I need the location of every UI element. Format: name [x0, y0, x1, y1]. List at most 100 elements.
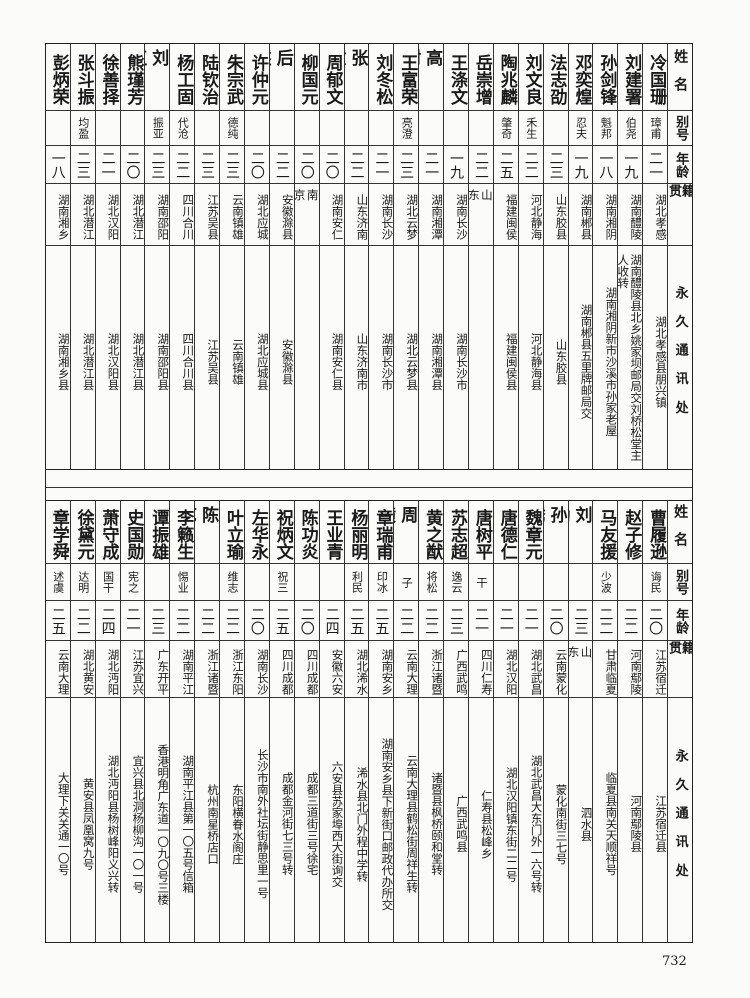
address-cell: 东阳横眷水阁庄: [230, 783, 244, 865]
alias-cell: [444, 111, 468, 146]
person-record: 张斗振 均盈 二三 湖北潜江 湖北潜江县: [69, 44, 95, 469]
address-cell: [469, 246, 493, 469]
person-record: 彭炳荣 一八 湖南湘乡 湖南湘乡县: [45, 44, 70, 469]
person-record: 周郁文 二〇 湖南安仁 湖南安仁县: [318, 44, 344, 469]
alias-cell: 璋甫: [643, 111, 668, 146]
person-record: 苏志超 逸云 二三 广西武鸣 广西武鸣县: [443, 501, 468, 942]
age-cell: 二三: [394, 146, 419, 184]
native-cell: 广东开平: [145, 641, 170, 698]
person-record: 王富荣 亮澄 二三 湖北云梦 湖北云梦县: [393, 44, 419, 469]
person-record: 左华永 二〇 湖南长沙 长沙市南外社坛街静思里一号: [243, 501, 269, 942]
person-record: 法志劭 二三 山东胶县 山东胶县: [542, 44, 568, 469]
native-cell: 安徽滁县: [269, 184, 294, 246]
name-cell: 许仲元: [244, 44, 269, 111]
name-cell: 谭振雄: [145, 501, 170, 564]
person-record: 马友援 少波 二二 甘肃临夏 临夏县南关天顺祥号: [592, 501, 618, 942]
alias-cell: 子: [394, 564, 419, 601]
name-cell: 杨丽明: [344, 501, 369, 564]
age-cell: 一八: [593, 146, 618, 184]
native-cell: 云南大理: [394, 641, 419, 698]
person-record: 陶兆麟 肇奇 二五 福建闽侯 福建闽侯县: [492, 44, 518, 469]
age-cell: 二四: [319, 601, 344, 641]
native-cell: 湖南郴县: [568, 184, 593, 246]
native-cell: 广西武鸣: [444, 641, 468, 698]
alias-cell: 代沧: [170, 111, 195, 146]
age-cell: 二一: [643, 146, 668, 184]
person-record: 叶立瑜 维志 二二 浙江东阳 东阳横眷水阁庄: [219, 501, 244, 942]
name-cell: 李籁生: [170, 501, 195, 564]
age-cell: 二三: [70, 146, 95, 184]
header-column: 姓名 别号 年龄 籍贯 永久通讯处: [667, 44, 692, 469]
alias-cell: [369, 111, 394, 146]
alias-cell: 魁邦: [593, 111, 618, 146]
address-cell: 山东胶县: [554, 338, 568, 385]
age-cell: 二二: [419, 601, 444, 641]
address-cell: 仁寿县松峰乡: [479, 789, 493, 859]
person-record: 王涤文 一九 湖南长沙 湖南长沙市: [443, 44, 468, 469]
name-cell: 高澍: [419, 44, 444, 111]
person-record: 章学舜 述虞 二五 云南大理 大理下关关通一〇号: [45, 501, 70, 942]
native-cell: 南京: [294, 184, 319, 246]
address-cell: 湖南长沙市: [380, 332, 394, 391]
address-cell: [295, 246, 319, 469]
person-record: 张敌二二山东济南山东济南市: [343, 44, 369, 469]
age-cell: 二二: [394, 601, 419, 641]
name-cell: 杨工固: [170, 44, 195, 111]
name-cell: 岳崇增: [468, 44, 493, 111]
name-cell: 法志劭: [543, 44, 568, 111]
address-cell: 湖南平江县第一〇五号信箱: [181, 755, 195, 893]
age-cell: 二三: [145, 601, 170, 641]
name-cell: 彭炳荣: [45, 44, 70, 111]
native-cell: 湖北孝感: [643, 184, 668, 246]
address-cell: 湖北应城县: [255, 332, 269, 391]
person-record: 杨工固 代沧 二二 四川合川 四川合川县: [169, 44, 195, 469]
alias-cell: [419, 111, 444, 146]
native-cell: 湖南湘潭: [419, 184, 444, 246]
native-cell: 湖南湘阴: [593, 184, 618, 246]
alias-cell: [568, 564, 593, 601]
person-record: 熊瑾芳 二〇 湖北潜江 湖北潜江县: [119, 44, 145, 469]
person-record: 孙绣二〇云南蒙化蒙化南街三七号: [542, 501, 568, 942]
address-cell: 云南镇雄: [230, 338, 244, 385]
native-cell: 福建闽侯: [493, 184, 518, 246]
native-cell: 甘肃临夏: [593, 641, 618, 698]
person-record: 曹履逊 诲民 二〇 江苏宿迁 江苏宿迁县: [642, 501, 668, 942]
age-cell: 一九: [568, 146, 593, 184]
native-cell: 浙江诸暨: [419, 641, 444, 698]
age-cell: 二〇: [543, 601, 568, 641]
native-cell: 湖南邵阳: [145, 184, 170, 246]
native-cell: 江苏宜兴: [120, 641, 145, 698]
roster-table-top: 姓名 别号 年龄 籍贯 永久通讯处 冷国珊 璋甫 二一 湖北孝感 湖北孝感县朋兴镇 刘建署 伯尧 一九湖…: [45, 43, 693, 470]
alias-cell: 维志: [220, 564, 244, 601]
age-cell: 二二: [269, 146, 294, 184]
age-cell: 二二: [220, 601, 244, 641]
age-cell: 一八: [45, 146, 70, 184]
address-cell: 湖南湘潭县: [430, 332, 444, 391]
alias-cell: [518, 564, 543, 601]
age-cell: 二二: [618, 601, 643, 641]
native-cell: 山东济南: [344, 184, 369, 246]
person-record: 魏章元 二一 湖北武昌 湖北武昌大东门外一六号转: [517, 501, 543, 942]
address-cell: 六安县苏家埠西大街询交: [330, 760, 344, 888]
age-cell: 二〇: [244, 601, 269, 641]
address-cell: 成都三道街三号徐宅: [305, 772, 319, 876]
address-cell: 云南大理县鹤松街周祥生转: [405, 755, 419, 893]
age-cell: 二三: [220, 146, 244, 184]
age-cell: 二〇: [643, 601, 668, 641]
age-cell: 二三: [195, 146, 220, 184]
name-cell: 孙绣: [543, 501, 568, 564]
age-cell: 二五: [344, 601, 369, 641]
age-cell: 二三: [444, 601, 468, 641]
person-record: 邓奕煌 忍夫 一九 湖南郴县 湖南郴县五里牌邮局交: [567, 44, 593, 469]
native-cell: 云南蒙化: [543, 641, 568, 698]
header-address-cell: 永久通讯处: [672, 748, 688, 892]
name-cell: 祝炳文: [269, 501, 294, 564]
native-cell: 河北静海: [518, 184, 543, 246]
address-cell: 湖南长沙市: [454, 332, 468, 391]
alias-cell: 禾生: [518, 111, 543, 146]
name-cell: 朱宗武: [220, 44, 244, 111]
age-cell: 二二: [344, 146, 369, 184]
name-cell: 黄之猷: [419, 501, 444, 564]
header-alias-cell: 别号: [668, 564, 692, 601]
alias-cell: 逸云: [444, 564, 468, 601]
